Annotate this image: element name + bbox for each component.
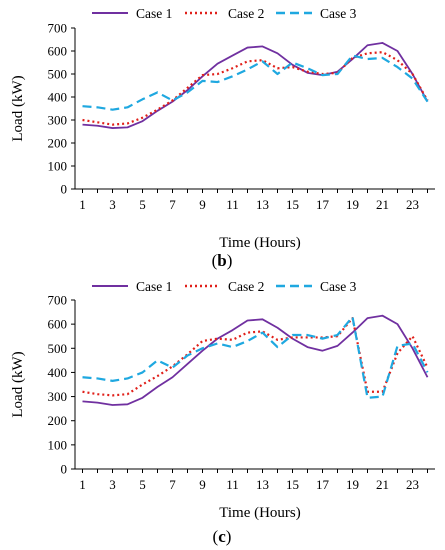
legend: Case 1 Case 2 Case 3 — [92, 6, 357, 21]
x-tick-label: 1 — [79, 477, 86, 492]
y-axis-label: Load (kW) — [10, 351, 26, 417]
x-tick-label: 19 — [346, 197, 359, 212]
series-line-2 — [82, 317, 429, 397]
y-tick-label: 100 — [48, 159, 68, 174]
x-tick-label: 9 — [199, 197, 206, 212]
caption-open: ( — [212, 251, 218, 270]
caption-open: ( — [213, 527, 219, 546]
x-tick-label: 3 — [109, 477, 116, 492]
x-tick-label: 15 — [286, 197, 299, 212]
y-tick-label: 600 — [48, 317, 68, 332]
caption-letter: c — [218, 527, 226, 546]
x-axis-label: Time (Hours) — [219, 235, 301, 251]
x-tick-label: 21 — [376, 197, 389, 212]
x-tick-label: 1 — [79, 197, 86, 212]
y-tick-label: 100 — [48, 437, 68, 452]
panel-caption: (c) — [213, 527, 232, 546]
series-line-1 — [82, 42, 429, 129]
y-tick-label: 700 — [48, 293, 68, 308]
series-line-1 — [82, 314, 429, 406]
legend: Case 1 Case 2 Case 3 — [92, 279, 357, 294]
y-tick-label: 0 — [61, 182, 68, 197]
legend-label-3: Case 3 — [320, 279, 357, 294]
y-tick-label: 500 — [48, 67, 68, 82]
panel-caption: (b) — [212, 251, 233, 270]
series-line-2 — [82, 51, 429, 126]
x-tick-label: 5 — [139, 477, 146, 492]
x-tick-label: 15 — [286, 477, 299, 492]
legend-label-3: Case 3 — [320, 6, 357, 21]
x-tick-label: 21 — [376, 477, 389, 492]
x-tick-label: 23 — [406, 477, 419, 492]
x-tick-label: 3 — [109, 197, 116, 212]
y-tick-label: 0 — [61, 462, 68, 477]
y-tick-label: 300 — [48, 113, 68, 128]
x-tick-label: 17 — [316, 197, 330, 212]
legend-label-1: Case 1 — [136, 279, 172, 294]
x-tick-label: 5 — [139, 197, 146, 212]
legend-label-1: Case 1 — [136, 6, 172, 21]
y-tick-label: 500 — [48, 341, 68, 356]
y-tick-label: 200 — [48, 136, 68, 151]
x-tick-label: 11 — [226, 197, 239, 212]
caption-close: ) — [226, 527, 232, 546]
x-tick-label: 9 — [199, 477, 206, 492]
series-line-3 — [82, 54, 429, 111]
x-tick-label: 23 — [406, 197, 419, 212]
y-tick-label: 300 — [48, 389, 68, 404]
legend-label-2: Case 2 — [228, 6, 264, 21]
y-axis-label: Load (kW) — [10, 75, 26, 141]
legend-label-2: Case 2 — [228, 279, 264, 294]
y-tick-label: 700 — [48, 21, 68, 36]
y-tick-label: 400 — [48, 365, 68, 380]
caption-letter: b — [217, 251, 226, 270]
x-tick-label: 13 — [256, 197, 269, 212]
y-tick-label: 400 — [48, 90, 68, 105]
x-tick-label: 19 — [346, 477, 359, 492]
y-tick-label: 600 — [48, 44, 68, 59]
x-tick-label: 13 — [256, 477, 269, 492]
x-tick-label: 7 — [169, 477, 176, 492]
x-tick-label: 11 — [226, 477, 239, 492]
y-tick-label: 200 — [48, 413, 68, 428]
x-axis-label: Time (Hours) — [219, 505, 301, 521]
series-line-3 — [82, 315, 429, 399]
x-tick-label: 7 — [169, 197, 176, 212]
caption-close: ) — [227, 251, 233, 270]
x-tick-label: 17 — [316, 477, 330, 492]
